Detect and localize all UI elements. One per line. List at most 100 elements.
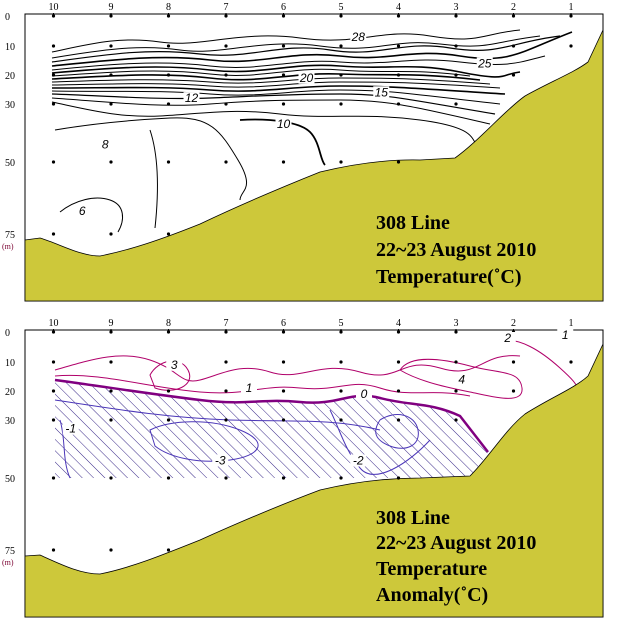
contour-line — [51, 101, 481, 151]
top-depth-axis: 0 10 20 30 50 75(m) — [2, 12, 15, 251]
station-tick-label: 5 — [339, 318, 344, 329]
caption-line: 308 Line — [376, 212, 450, 234]
sample-point-surface — [281, 14, 286, 18]
sample-point — [109, 389, 113, 393]
depth-tick-label: 20 — [5, 71, 15, 82]
contour-negative — [375, 414, 419, 449]
sample-point — [109, 548, 113, 552]
top-sample-points — [51, 14, 573, 236]
depth-tick-label: 10 — [5, 42, 15, 53]
sample-point — [511, 73, 516, 77]
sample-point — [51, 360, 56, 364]
contour-negative — [54, 399, 381, 431]
sample-point — [109, 360, 113, 364]
sample-point-surface — [166, 330, 171, 334]
bottom-sample-points — [51, 330, 573, 552]
sample-point — [396, 360, 401, 364]
sample-point — [396, 102, 401, 106]
sample-point-surface — [166, 14, 171, 18]
contour-line-15 — [51, 85, 506, 95]
caption-line: Temperature — [376, 558, 487, 580]
station-tick-label: 7 — [224, 318, 229, 329]
station-tick-label: 9 — [109, 2, 114, 13]
sample-point — [224, 44, 228, 48]
sample-point — [281, 476, 286, 480]
contour-label: 20 — [299, 71, 314, 85]
contour-line — [51, 89, 501, 105]
depth-unit-label: (m) — [2, 558, 14, 567]
sample-point — [339, 360, 343, 364]
sample-point — [109, 418, 113, 422]
contour-positive — [54, 355, 521, 382]
sample-point — [109, 160, 113, 164]
contour-line-10 — [239, 118, 326, 166]
sample-point — [166, 232, 171, 236]
contour-label-bg — [241, 382, 257, 394]
top-caption: 308 Line 22~23 August 2010 Temperature(˚… — [376, 212, 536, 288]
sample-point — [396, 73, 401, 77]
sample-point — [339, 389, 343, 393]
contour-line — [51, 29, 521, 53]
depth-tick-label: 30 — [5, 416, 15, 427]
bottom-caption: 308 Line 22~23 August 2010 Temperature A… — [376, 507, 536, 606]
contour-label: 1 — [246, 381, 253, 395]
depth-tick-label: 0 — [5, 12, 10, 23]
sample-point — [281, 360, 286, 364]
depth-unit-label: (m) — [2, 242, 14, 251]
sample-point — [109, 102, 113, 106]
contour-label-bg — [183, 92, 200, 105]
top-contour-labels: 28 25 20 15 12 10 8 6 — [74, 30, 493, 218]
sample-point — [281, 160, 286, 164]
sample-point — [224, 360, 228, 364]
sample-point — [396, 389, 401, 393]
contour-line-25 — [51, 64, 521, 78]
contour-zero — [54, 378, 489, 453]
contour-label: 12 — [185, 91, 199, 105]
sample-point — [511, 360, 516, 364]
depth-tick-label: 20 — [5, 387, 15, 398]
sample-point — [454, 102, 458, 106]
caption-line: 22~23 August 2010 — [376, 239, 536, 261]
sample-point — [224, 102, 228, 106]
depth-tick-label: 75 — [5, 230, 15, 241]
contour-positive-1 — [54, 374, 471, 397]
sample-point — [51, 548, 56, 552]
caption-line: Temperature(˚C) — [376, 266, 522, 288]
sample-point — [51, 476, 56, 480]
contour-label-bg — [476, 57, 493, 70]
bottom-contours — [54, 339, 581, 479]
contour-label: 1 — [562, 328, 569, 342]
contour-negative-3 — [149, 421, 259, 462]
caption-line: 308 Line — [376, 507, 450, 529]
sample-point — [224, 73, 228, 77]
sample-point — [166, 548, 171, 552]
station-tick-label: 10 — [49, 318, 59, 329]
depth-tick-label: 10 — [5, 358, 15, 369]
sample-point-surface — [454, 330, 458, 334]
sample-point — [339, 44, 343, 48]
station-tick-label: 2 — [511, 318, 516, 329]
sample-point — [51, 160, 56, 164]
station-tick-label: 2 — [511, 2, 516, 13]
sample-point — [454, 73, 458, 77]
contour-positive-3 — [149, 360, 191, 391]
sample-point — [109, 476, 113, 480]
station-tick-label: 4 — [396, 318, 401, 329]
sample-point — [51, 73, 56, 77]
sample-point — [396, 418, 401, 422]
station-tick-label: 5 — [339, 2, 344, 13]
negative-anomaly-hatch — [55, 380, 488, 478]
bottom-contour-labels: 3 4 2 1 1 0 -1 -3 -2 — [62, 328, 574, 468]
bottom-depth-axis: 0 10 20 30 50 75(m) — [2, 328, 15, 567]
sample-point — [166, 44, 171, 48]
contour-label-bg — [166, 358, 183, 371]
bottom-station-axis: 10 9 8 7 6 5 4 3 2 1 — [49, 318, 574, 333]
sample-point — [224, 476, 228, 480]
sample-point — [166, 389, 171, 393]
contour-label-bg — [275, 118, 292, 131]
sample-point — [339, 73, 343, 77]
contour-label: 8 — [102, 138, 109, 152]
contour-line — [51, 97, 491, 125]
sample-point — [166, 102, 171, 106]
